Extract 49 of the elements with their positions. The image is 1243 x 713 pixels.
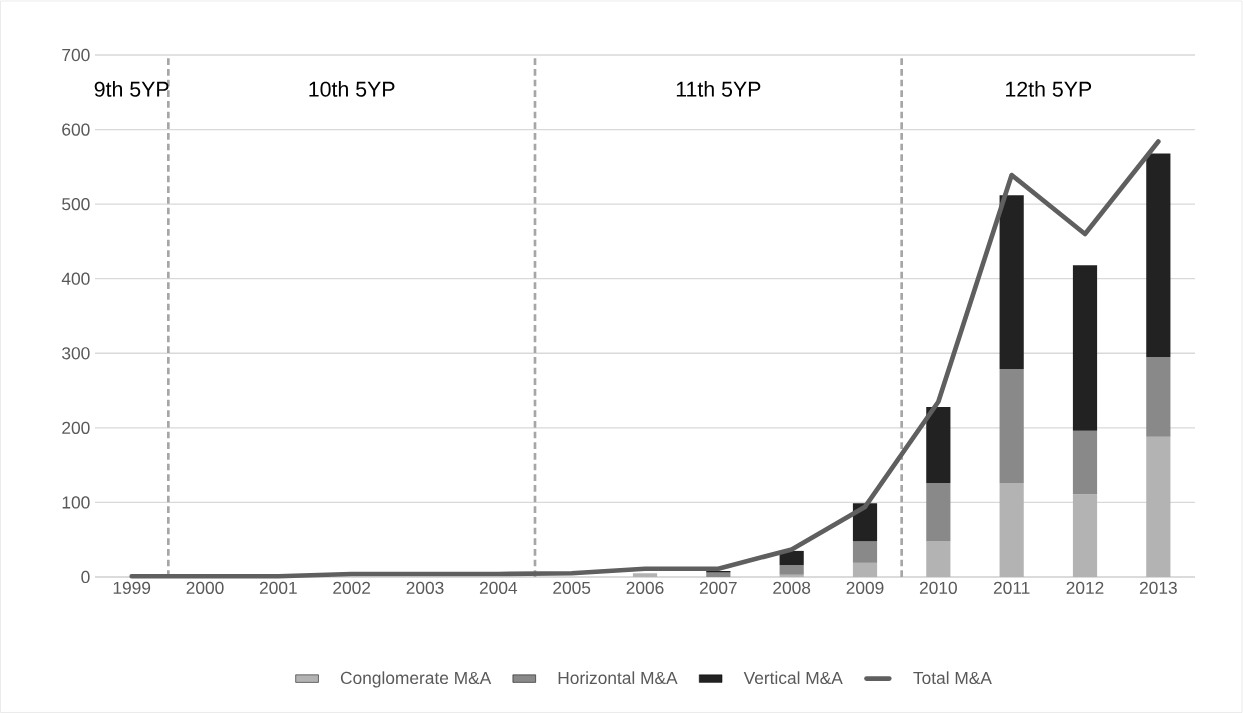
annotation: 10th 5YP — [309, 81, 395, 97]
annotation: 12th 5YP — [1006, 81, 1092, 97]
x-tick-label: 1999 — [113, 581, 151, 594]
legend-label: Vertical M&A — [743, 671, 843, 685]
bar — [852, 541, 878, 563]
legend-label: Conglomerate M&A — [340, 671, 492, 688]
bar — [999, 483, 1024, 577]
bar — [999, 195, 1024, 369]
bar — [1146, 436, 1171, 577]
x-tick-label: 2006 — [626, 581, 664, 594]
bar — [852, 503, 878, 542]
y-tick-label: 300 — [62, 347, 90, 360]
y-tick-label: 400 — [61, 272, 90, 285]
x-tick-label: 2009 — [846, 581, 884, 594]
y-tick-label: 200 — [62, 421, 90, 434]
x-tick-label: 2013 — [1139, 581, 1177, 594]
x-tick-label: 2000 — [186, 581, 224, 594]
bar — [1072, 265, 1098, 431]
bar — [1072, 494, 1098, 577]
annotation: 9th 5YP — [94, 81, 169, 97]
x-tick-label: 2011 — [993, 581, 1030, 594]
x-tick-label: 2002 — [333, 581, 371, 594]
bar — [779, 565, 804, 575]
y-tick-label: 100 — [62, 496, 90, 509]
x-tick-label: 2007 — [699, 581, 737, 594]
bar — [1146, 357, 1171, 437]
x-tick-label: 2001 — [259, 581, 297, 594]
bar — [999, 368, 1024, 484]
bar — [926, 541, 951, 577]
x-tick-label: 2004 — [479, 581, 518, 594]
bar — [1072, 430, 1098, 495]
x-tick-label: 2012 — [1066, 581, 1104, 594]
annotation: 11th 5YP — [676, 81, 761, 97]
y-tick-label: 500 — [62, 197, 90, 211]
x-tick-label: 2010 — [919, 581, 957, 594]
legend-label: Horizontal M&A — [558, 671, 678, 685]
y-tick-label: 600 — [62, 123, 90, 136]
bar — [632, 573, 658, 577]
y-tick-label: 700 — [62, 48, 90, 62]
x-tick-label: 2008 — [773, 581, 811, 594]
legend-label: Total M&A — [913, 671, 992, 685]
x-tick-label: 2003 — [406, 581, 444, 594]
bar — [1146, 153, 1171, 357]
y-tick-label: 0 — [81, 570, 90, 584]
bar — [926, 483, 951, 542]
bar — [779, 550, 804, 566]
bar — [926, 406, 951, 484]
bar — [852, 562, 878, 577]
x-tick-label: 2005 — [553, 581, 591, 594]
